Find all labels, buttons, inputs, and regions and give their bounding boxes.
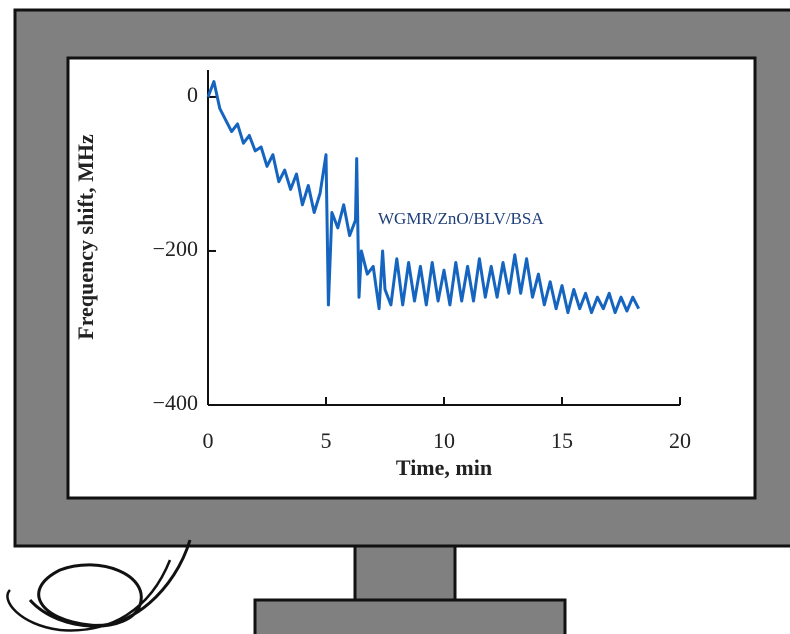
x-tick-label: 15 [551, 428, 573, 453]
x-tick-label: 5 [321, 428, 332, 453]
plot: Time, min Frequency shift, MHz WGMR/ZnO/… [73, 70, 691, 480]
x-axis-title: Time, min [396, 455, 492, 480]
x-tick-label: 10 [433, 428, 455, 453]
monitor-neck [353, 544, 457, 603]
cable [6, 559, 172, 632]
x-tick-label: 0 [203, 428, 214, 453]
annotation: WGMR/ZnO/BLV/BSA [378, 209, 544, 228]
x-tick-label: 20 [669, 428, 691, 453]
y-axis-title: Frequency shift, MHz [73, 134, 98, 340]
y-tick-label: 0 [187, 82, 198, 107]
y-tick-label: −400 [153, 390, 198, 415]
cable [28, 539, 192, 628]
data-line [206, 80, 641, 315]
y-tick-label: −200 [153, 236, 198, 261]
monitor-base [253, 598, 567, 634]
